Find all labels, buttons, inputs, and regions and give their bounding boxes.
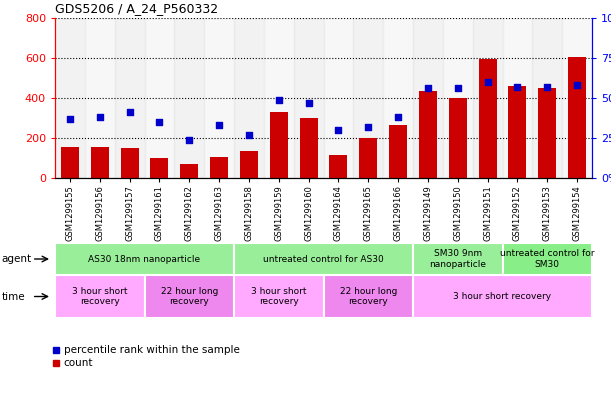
Bar bbox=[413, 18, 443, 178]
Bar bbox=[478, 59, 497, 178]
Point bbox=[155, 119, 164, 125]
Bar bbox=[210, 157, 228, 178]
Bar bbox=[85, 18, 115, 178]
Bar bbox=[61, 147, 79, 178]
Text: AS30 18nm nanoparticle: AS30 18nm nanoparticle bbox=[89, 255, 200, 263]
Bar bbox=[270, 112, 288, 178]
Bar bbox=[323, 18, 353, 178]
Bar bbox=[538, 88, 556, 178]
Bar bbox=[234, 243, 413, 275]
Bar bbox=[329, 155, 348, 178]
Text: 3 hour short recovery: 3 hour short recovery bbox=[453, 292, 552, 301]
Bar bbox=[150, 158, 169, 178]
Text: 3 hour short
recovery: 3 hour short recovery bbox=[251, 287, 307, 306]
Bar bbox=[502, 18, 532, 178]
Bar bbox=[120, 149, 139, 178]
Text: 22 hour long
recovery: 22 hour long recovery bbox=[340, 287, 397, 306]
Point bbox=[214, 122, 224, 129]
Bar bbox=[562, 18, 592, 178]
Bar bbox=[55, 18, 85, 178]
Point bbox=[304, 100, 313, 106]
Bar bbox=[144, 275, 234, 318]
Bar bbox=[234, 18, 264, 178]
Point bbox=[393, 114, 403, 120]
Bar bbox=[115, 18, 144, 178]
Point bbox=[572, 82, 582, 88]
Point bbox=[244, 132, 254, 138]
Bar bbox=[532, 18, 562, 178]
Bar bbox=[389, 125, 407, 178]
Point bbox=[334, 127, 343, 133]
Bar bbox=[568, 57, 586, 178]
Text: 3 hour short
recovery: 3 hour short recovery bbox=[72, 287, 128, 306]
Bar bbox=[359, 138, 377, 178]
Bar bbox=[473, 18, 502, 178]
Point bbox=[513, 84, 522, 90]
Bar bbox=[55, 275, 144, 318]
Bar bbox=[508, 86, 526, 178]
Point bbox=[95, 114, 104, 120]
Bar bbox=[174, 18, 204, 178]
Text: time: time bbox=[1, 292, 25, 301]
Point bbox=[125, 109, 134, 116]
Bar bbox=[419, 91, 437, 178]
Bar bbox=[413, 275, 592, 318]
Bar bbox=[323, 275, 413, 318]
Bar bbox=[502, 243, 592, 275]
Point bbox=[185, 136, 194, 143]
Bar bbox=[204, 18, 234, 178]
Bar bbox=[55, 243, 234, 275]
Text: 22 hour long
recovery: 22 hour long recovery bbox=[161, 287, 218, 306]
Bar bbox=[299, 118, 318, 178]
Bar bbox=[413, 243, 502, 275]
Bar bbox=[294, 18, 323, 178]
Bar bbox=[234, 275, 323, 318]
Bar bbox=[264, 18, 294, 178]
Point bbox=[274, 96, 284, 103]
Bar bbox=[144, 18, 174, 178]
Point bbox=[543, 84, 552, 90]
Bar bbox=[383, 18, 413, 178]
Text: agent: agent bbox=[1, 254, 31, 264]
Text: GDS5206 / A_24_P560332: GDS5206 / A_24_P560332 bbox=[55, 2, 218, 15]
Bar bbox=[353, 18, 383, 178]
Point bbox=[423, 85, 433, 92]
Bar bbox=[91, 147, 109, 178]
Text: SM30 9nm
nanoparticle: SM30 9nm nanoparticle bbox=[430, 249, 486, 269]
Text: untreated control for
SM30: untreated control for SM30 bbox=[500, 249, 595, 269]
Point bbox=[453, 85, 463, 92]
Bar bbox=[180, 164, 198, 178]
Text: count: count bbox=[64, 358, 93, 368]
Text: untreated control for AS30: untreated control for AS30 bbox=[263, 255, 384, 263]
Bar bbox=[443, 18, 473, 178]
Point bbox=[483, 79, 492, 85]
Point bbox=[65, 116, 75, 122]
Bar bbox=[240, 151, 258, 178]
Bar bbox=[449, 98, 467, 178]
Point bbox=[364, 124, 373, 130]
Text: percentile rank within the sample: percentile rank within the sample bbox=[64, 345, 240, 355]
